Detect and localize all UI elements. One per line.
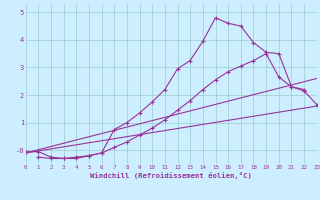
X-axis label: Windchill (Refroidissement éolien,°C): Windchill (Refroidissement éolien,°C) <box>90 172 252 179</box>
